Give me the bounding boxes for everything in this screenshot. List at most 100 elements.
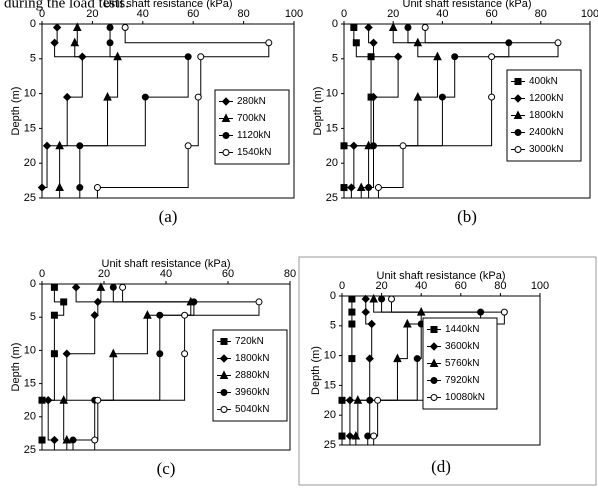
- marker: [347, 183, 356, 192]
- marker: [143, 310, 152, 319]
- step-line: [184, 301, 260, 316]
- marker: [388, 295, 395, 303]
- marker: [119, 283, 127, 291]
- marker: [361, 307, 370, 317]
- legend-marker: [430, 377, 438, 384]
- plot-frame: [343, 23, 591, 199]
- marker: [50, 350, 58, 358]
- step-line: [97, 145, 189, 189]
- y-tick-label: 20: [324, 409, 336, 421]
- x-tick-label: 40: [160, 268, 172, 280]
- marker: [69, 436, 77, 444]
- legend-marker: [429, 342, 439, 351]
- legend-label: 700kN: [237, 113, 266, 124]
- marker: [103, 91, 112, 101]
- caption-fragment: during the load tests.: [4, 0, 129, 11]
- y-tick-label: 20: [24, 411, 36, 423]
- step-line: [122, 287, 259, 303]
- y-tick-label: 10: [324, 350, 336, 362]
- step-line: [67, 56, 83, 98]
- y-tick-label: 0: [30, 18, 36, 30]
- marker: [348, 355, 356, 363]
- marker: [350, 23, 358, 31]
- y-tick-label: 5: [332, 53, 338, 65]
- step-line: [368, 97, 419, 147]
- marker: [106, 23, 114, 31]
- y-tick-label: 25: [326, 192, 338, 204]
- step-line: [344, 97, 372, 147]
- marker: [156, 311, 164, 319]
- marker: [361, 294, 370, 304]
- panel-label: (c): [157, 459, 176, 478]
- step-line: [397, 324, 408, 360]
- step-line: [417, 56, 438, 98]
- step-line: [378, 145, 404, 189]
- marker: [71, 283, 81, 292]
- legend-marker: [222, 132, 230, 139]
- marker: [184, 53, 192, 61]
- step-line: [73, 400, 96, 441]
- marker: [55, 182, 64, 192]
- legend-label: 10080kN: [445, 392, 485, 403]
- plot-frame: [341, 295, 541, 446]
- step-line: [66, 315, 96, 355]
- step-line: [355, 400, 359, 437]
- legend-marker: [513, 94, 523, 103]
- x-tick-label: 20: [375, 280, 387, 292]
- marker: [488, 53, 496, 61]
- step-line: [112, 287, 194, 303]
- marker: [488, 93, 496, 101]
- marker: [348, 295, 356, 303]
- x-tick-label: 0: [39, 268, 45, 280]
- marker: [52, 23, 62, 32]
- step-line: [373, 97, 443, 147]
- step-line: [75, 287, 98, 303]
- step-line: [368, 145, 375, 189]
- x-tick-label: 40: [137, 8, 149, 20]
- step-line: [42, 353, 55, 401]
- marker: [500, 308, 508, 316]
- y-tick-label: 25: [24, 444, 36, 456]
- marker: [369, 293, 378, 303]
- marker: [404, 23, 412, 31]
- marker: [108, 348, 118, 358]
- step-line: [42, 145, 48, 189]
- marker: [72, 22, 82, 31]
- marker: [156, 350, 164, 358]
- step-line: [54, 42, 83, 58]
- y-tick-label: 20: [326, 157, 338, 169]
- x-axis-title: Unit shaft resistance (kPa): [377, 270, 506, 282]
- x-tick-label: 40: [415, 280, 427, 292]
- x-tick-label: 60: [455, 280, 467, 292]
- legend-label: 3000kN: [529, 144, 563, 155]
- step-line: [145, 56, 189, 98]
- marker: [181, 350, 189, 358]
- panel-label: (b): [457, 207, 477, 226]
- step-line: [94, 353, 161, 401]
- step-line: [351, 145, 355, 189]
- y-tick-label: 5: [30, 311, 36, 323]
- step-line: [188, 97, 199, 147]
- marker: [340, 142, 348, 150]
- legend-label: 1440kN: [445, 324, 479, 335]
- marker: [194, 93, 202, 101]
- marker: [388, 22, 398, 31]
- marker: [106, 39, 114, 47]
- x-tick-label: 60: [485, 8, 497, 20]
- marker: [59, 395, 69, 404]
- marker: [50, 283, 58, 291]
- marker: [70, 37, 80, 47]
- marker: [353, 395, 363, 404]
- legend-marker: [220, 338, 228, 345]
- step-line: [417, 42, 438, 58]
- marker: [93, 297, 103, 307]
- legend-label: 720kN: [235, 336, 264, 347]
- legend-label: 3600kN: [445, 341, 479, 352]
- x-tick-label: 20: [387, 8, 399, 20]
- x-tick-label: 0: [39, 8, 45, 20]
- marker: [90, 311, 99, 320]
- step-line: [373, 42, 399, 58]
- y-tick-label: 15: [24, 378, 36, 390]
- legend-marker: [429, 358, 439, 367]
